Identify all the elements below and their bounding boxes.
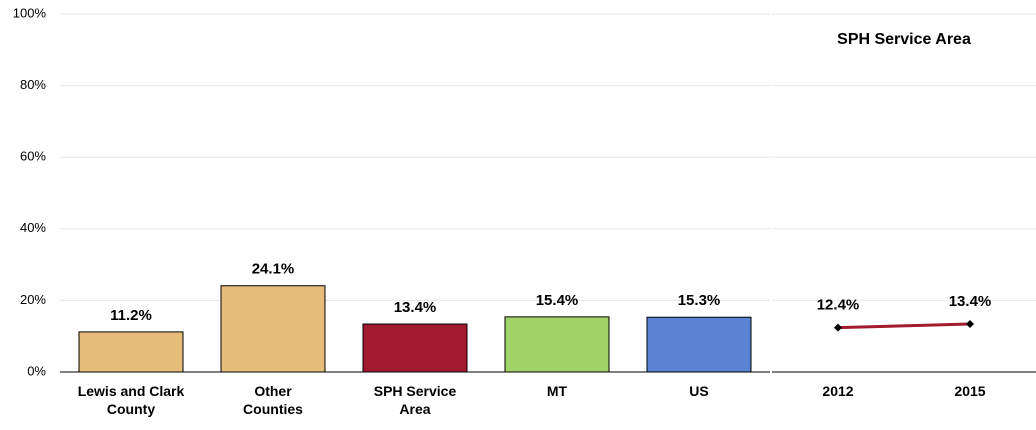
x-tick-label: 2012 [822, 383, 854, 399]
bar [220, 285, 326, 373]
y-tick-label: 20% [20, 292, 46, 307]
y-tick-label: 0% [27, 363, 46, 378]
y-tick-label: 40% [20, 220, 46, 235]
x-tick-label: Other Counties [243, 383, 303, 417]
chart-title: SPH Service Area [837, 31, 971, 48]
bar [504, 316, 610, 373]
data-label: 13.4% [949, 293, 992, 310]
data-label: 24.1% [252, 261, 295, 278]
data-label: 13.4% [394, 299, 437, 316]
x-tick-label: 2015 [954, 383, 986, 399]
x-tick-label: SPH Service Area [373, 383, 457, 417]
data-label: 15.3% [678, 292, 721, 309]
bar [362, 323, 468, 373]
y-tick-label: 80% [20, 77, 46, 92]
data-label: 15.4% [536, 292, 579, 309]
line [837, 322, 971, 330]
y-tick-label: 100% [13, 5, 47, 20]
x-tick-label: MT [546, 383, 568, 399]
data-label: 12.4% [817, 297, 860, 314]
x-tick-label: US [689, 383, 709, 399]
y-tick-label: 60% [20, 149, 46, 164]
bar [78, 331, 184, 373]
marker [966, 320, 974, 329]
x-tick-label: Lewis and Clark County [77, 383, 185, 417]
data-label: 11.2% [110, 307, 152, 324]
bar [646, 316, 752, 373]
marker [834, 323, 842, 332]
